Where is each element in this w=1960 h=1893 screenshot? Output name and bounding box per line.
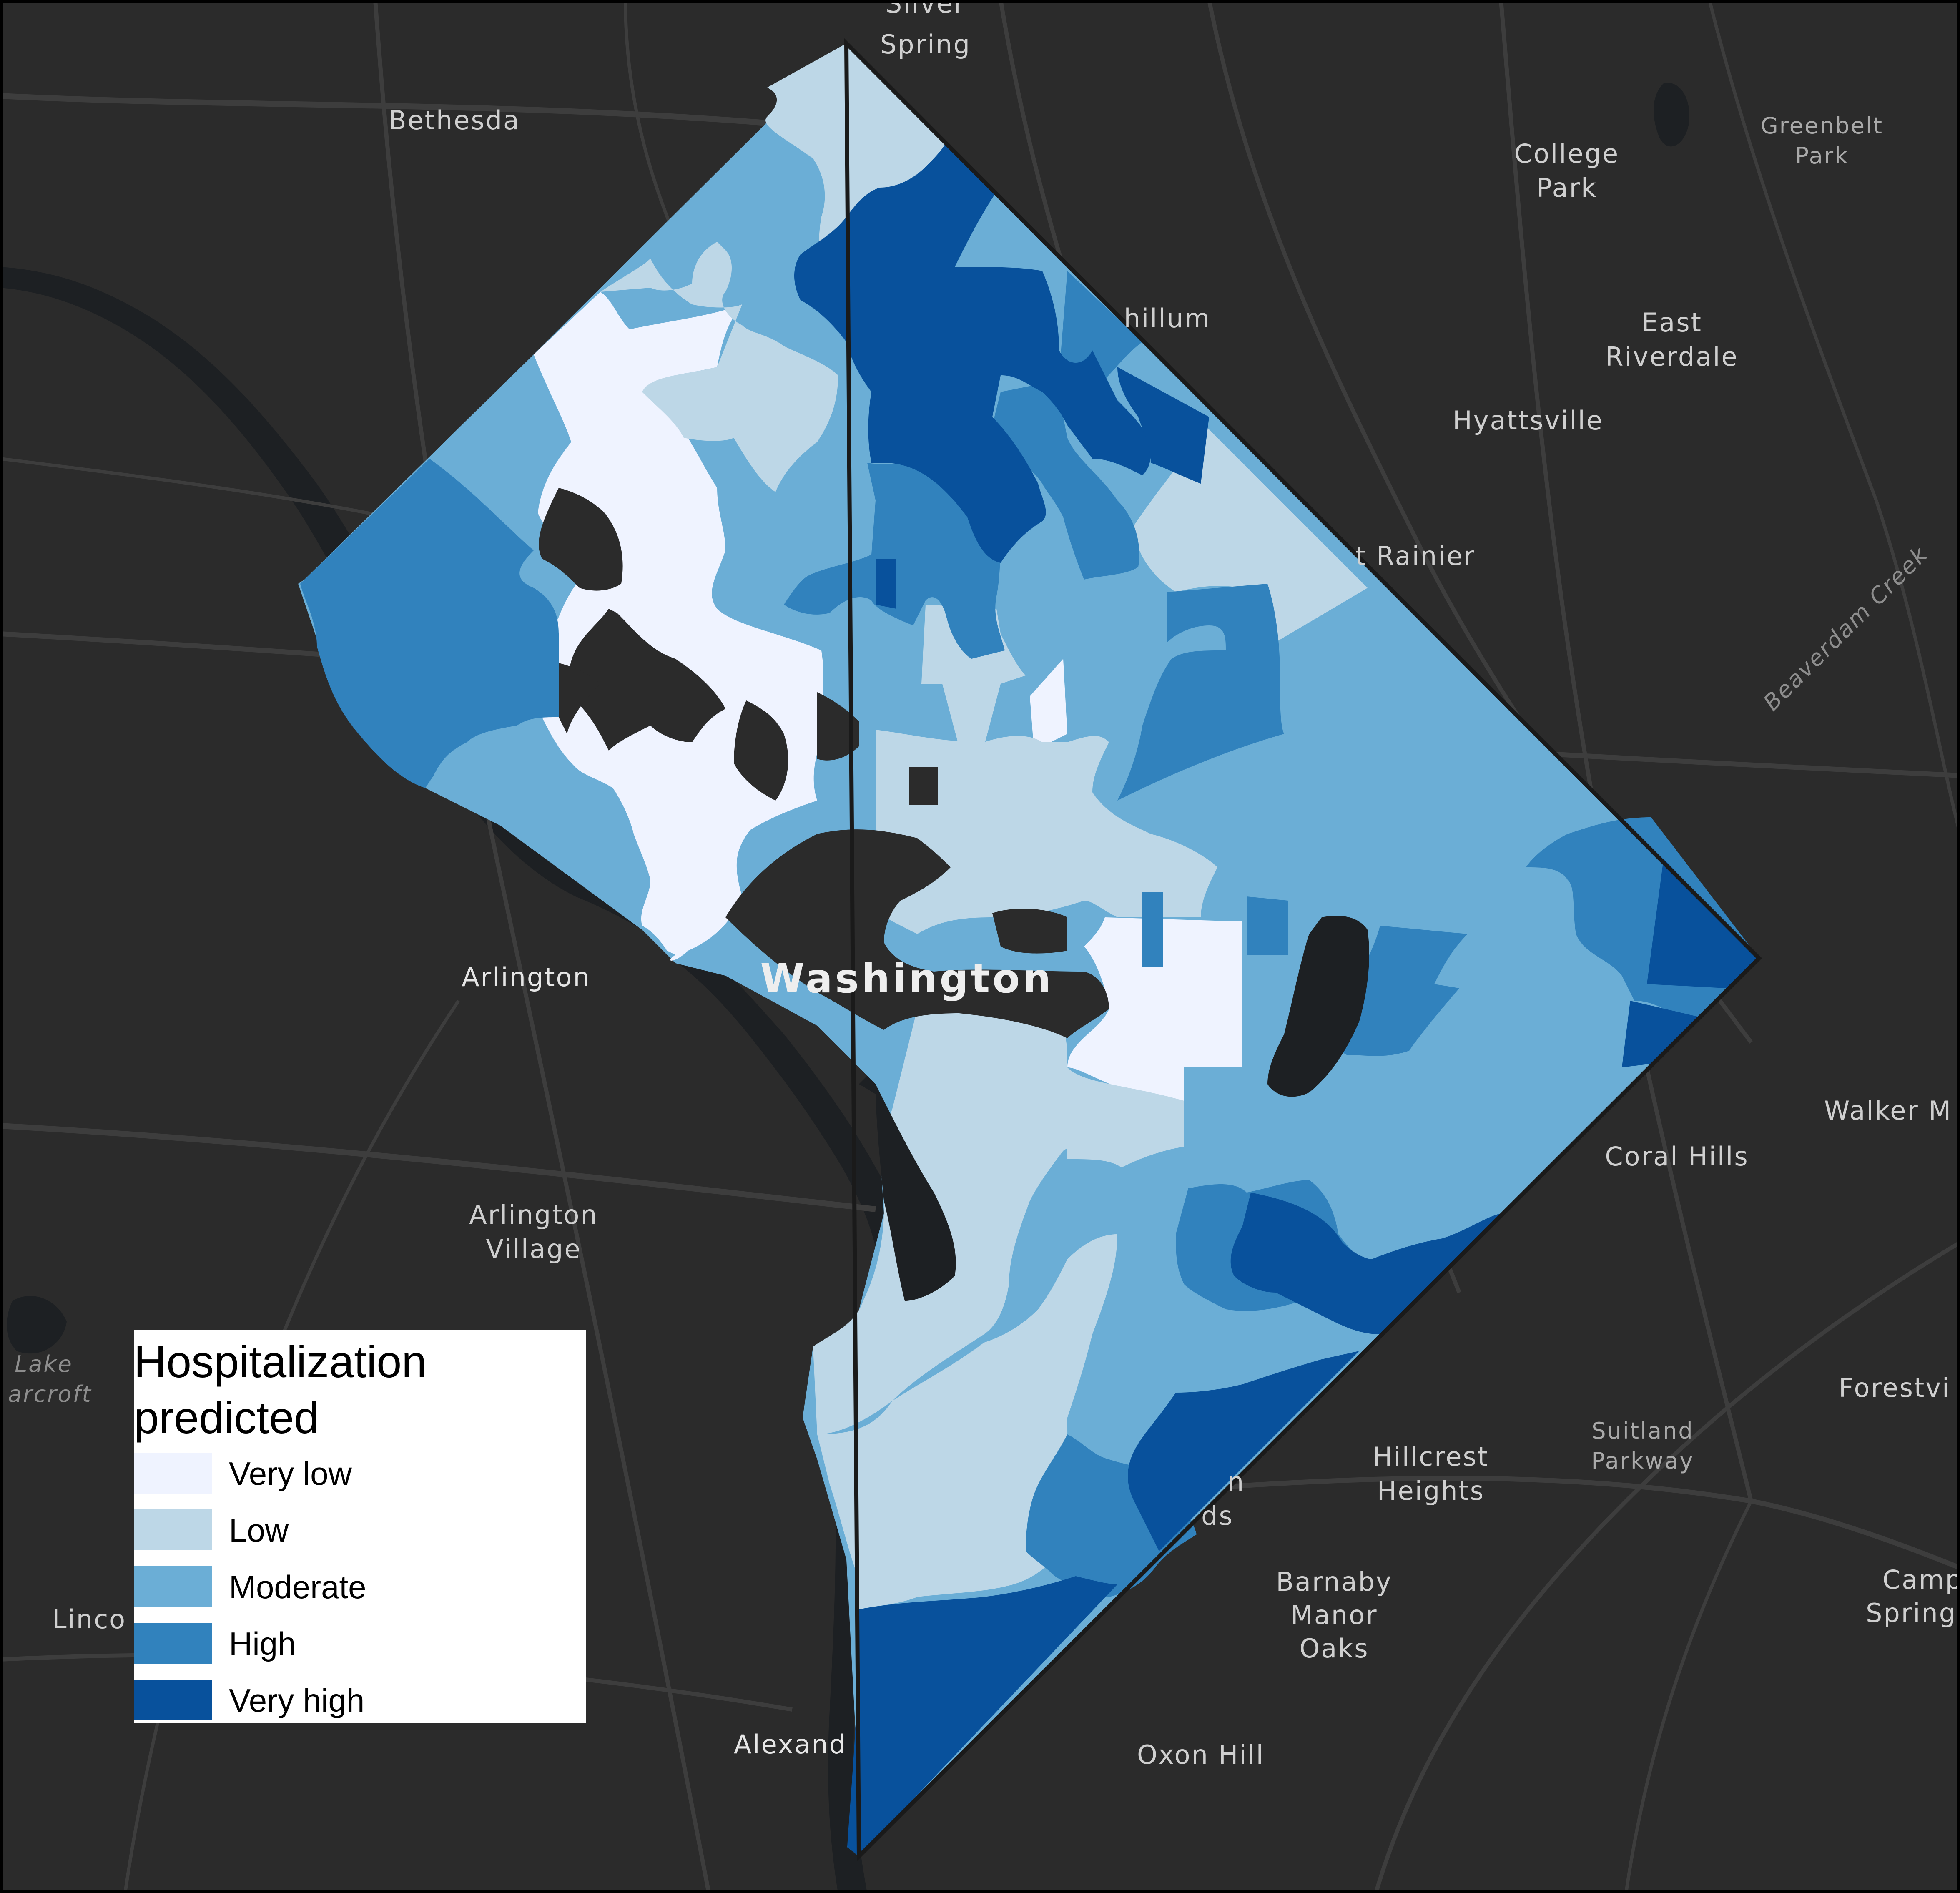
label-lincolnia: Linco bbox=[52, 1604, 126, 1634]
legend-label: High bbox=[229, 1625, 296, 1662]
unshaded-area bbox=[725, 829, 1109, 1038]
legend-swatch bbox=[134, 1566, 212, 1607]
unshaded-area bbox=[539, 488, 623, 591]
zone-high-sm-strip bbox=[1142, 892, 1163, 967]
label-congress-heights-partial: n ds bbox=[1201, 1466, 1245, 1531]
legend-label: Moderate bbox=[229, 1569, 366, 1605]
zone-very-low-se bbox=[1067, 917, 1242, 1101]
label-walker-mill: Walker M bbox=[1824, 1095, 1952, 1126]
zone-very-high-se-corner2 bbox=[1622, 1001, 1701, 1067]
zone-low-central bbox=[876, 730, 1217, 934]
legend-swatch bbox=[134, 1453, 212, 1494]
zone-low-nw bbox=[600, 242, 838, 492]
label-camp-springs: Camp Spring bbox=[1866, 1564, 1960, 1628]
label-mt-rainier: t Rainier bbox=[1355, 541, 1476, 571]
zone-high-anacostia bbox=[1326, 926, 1468, 1056]
label-oxon-hill: Oxon Hill bbox=[1137, 1740, 1265, 1770]
legend-swatch bbox=[134, 1509, 212, 1550]
unshaded-area bbox=[569, 609, 725, 751]
unshaded-area bbox=[992, 909, 1067, 954]
label-suitland-parkway: Suitland Parkway bbox=[1591, 1418, 1694, 1474]
label-hillcrest-heights: Hillcrest Heights bbox=[1373, 1441, 1489, 1506]
unshaded-area bbox=[909, 767, 938, 805]
zone-very-low-nw bbox=[530, 292, 826, 961]
label-college-park: College Park bbox=[1514, 138, 1619, 203]
road bbox=[1374, 1240, 1960, 1893]
label-greenbelt-park: Greenbelt Park bbox=[1761, 113, 1883, 169]
zone-very-high-se-corner bbox=[1647, 859, 1759, 988]
legend-item: High bbox=[134, 1623, 586, 1664]
legend-item: Low bbox=[134, 1509, 586, 1550]
zone-very-low-sm bbox=[1030, 659, 1067, 751]
road bbox=[1708, 0, 1960, 834]
label-barnaby-manor-oaks: Barnaby Manor Oaks bbox=[1276, 1567, 1392, 1664]
unshaded-area bbox=[559, 663, 600, 734]
zone-high-east bbox=[1117, 584, 1284, 801]
road bbox=[373, 0, 711, 1893]
label-arlington-village: Arlington Village bbox=[469, 1200, 598, 1264]
zone-very-high-south bbox=[1128, 1351, 1359, 1551]
legend-label: Very low bbox=[229, 1455, 352, 1492]
road bbox=[0, 93, 793, 128]
label-silver-spring: Silver Spring bbox=[880, 0, 971, 60]
road bbox=[0, 1123, 876, 1212]
label-arlington: Arlington bbox=[462, 962, 591, 992]
legend-item: Moderate bbox=[134, 1566, 586, 1607]
label-chillum: hillum bbox=[1124, 303, 1211, 334]
label-bethesda: Bethesda bbox=[389, 105, 520, 136]
unshaded-area bbox=[734, 700, 788, 801]
label-washington: Washington bbox=[760, 955, 1054, 1002]
zone-low-mid bbox=[1067, 1101, 1184, 1167]
legend-swatch bbox=[134, 1623, 212, 1664]
greenbelt-lake bbox=[1654, 83, 1689, 147]
label-east-riverdale: East Riverdale bbox=[1605, 307, 1738, 372]
zone-very-high-east bbox=[1117, 367, 1209, 484]
label-lake-barcroft: Lake arcroft bbox=[8, 1351, 92, 1407]
zone-very-high-north2 bbox=[876, 559, 896, 609]
label-coral-hills: Coral Hills bbox=[1605, 1141, 1749, 1172]
dc-outline bbox=[844, 38, 1762, 1861]
label-hyattsville: Hyattsville bbox=[1453, 405, 1604, 436]
choropleth-layer bbox=[298, 43, 1759, 1856]
legend-title: Hospitalization predicted bbox=[134, 1336, 427, 1443]
legend-label: Low bbox=[229, 1512, 289, 1549]
zone-low-north bbox=[765, 43, 951, 288]
unshaded-area bbox=[1267, 916, 1369, 1097]
map-legend: Hospitalization predicted Very low Low Mod… bbox=[134, 1330, 586, 1723]
unshaded-area bbox=[876, 1084, 956, 1301]
legend-label: Very high bbox=[229, 1682, 365, 1719]
zone-high-ne bbox=[992, 271, 1142, 580]
zone-high-sm-block bbox=[1247, 896, 1288, 955]
legend-swatch bbox=[134, 1680, 212, 1720]
road bbox=[1624, 1500, 1753, 1893]
zone-high-west bbox=[300, 459, 559, 788]
road bbox=[1499, 0, 1753, 1502]
unshaded-area bbox=[817, 692, 859, 761]
lake-barcroft bbox=[7, 1296, 67, 1354]
legend-item: Very low bbox=[134, 1453, 586, 1494]
label-forestville: Forestvi bbox=[1839, 1373, 1950, 1403]
label-alexandria: Alexand bbox=[734, 1729, 847, 1760]
place-labels: Silver Spring Bethesda College Park Greenb… bbox=[8, 0, 1960, 1770]
zone-very-high-north bbox=[794, 142, 1151, 563]
zone-very-high-southern-tip bbox=[847, 1576, 1117, 1856]
zone-very-high-south-east bbox=[1230, 1193, 1501, 1334]
legend-item: Very high bbox=[134, 1680, 586, 1720]
